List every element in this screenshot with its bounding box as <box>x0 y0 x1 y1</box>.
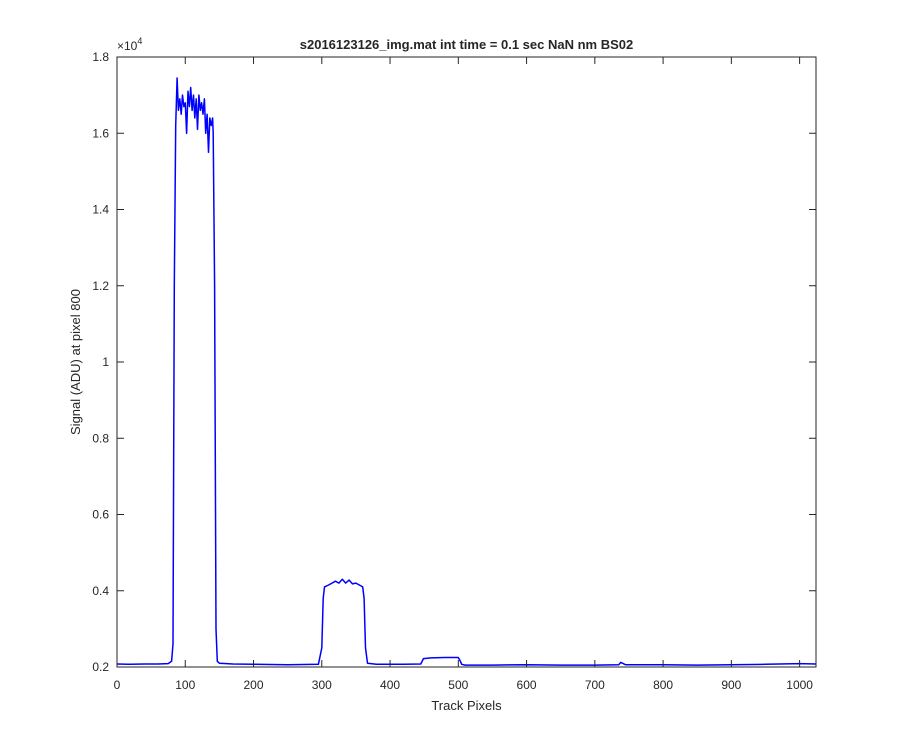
y-tick-label: 1.2 <box>92 279 109 293</box>
x-tick-label: 900 <box>721 678 741 692</box>
x-tick-label: 700 <box>585 678 605 692</box>
x-tick-label: 500 <box>448 678 468 692</box>
chart-title: s2016123126_img.mat int time = 0.1 sec N… <box>300 37 634 52</box>
y-tick-label: 1 <box>102 355 109 369</box>
x-tick-label: 0 <box>114 678 121 692</box>
x-tick-label: 100 <box>175 678 195 692</box>
x-tick-label: 800 <box>653 678 673 692</box>
y-tick-label: 1.4 <box>92 203 109 217</box>
x-tick-label: 600 <box>517 678 537 692</box>
ticks-layer: 0 100 200 300 400 500 600 700 800 900 1000 0.2 0.4 0.… <box>92 50 816 692</box>
y-tick-label: 0.6 <box>92 508 109 522</box>
y-tick-label: 1.6 <box>92 126 109 140</box>
plot-frame <box>116 56 817 668</box>
y-tick-label: 0.8 <box>92 431 109 445</box>
y-exponent-power: 4 <box>137 36 142 46</box>
plot-area <box>117 57 816 667</box>
y-tick-label: 0.2 <box>92 660 109 674</box>
y-tick-label: 1.8 <box>92 50 109 64</box>
series-line <box>116 77 817 666</box>
y-exponent-label: ×104 <box>117 36 142 53</box>
y-axis-label: Signal (ADU) at pixel 800 <box>68 289 83 435</box>
series-layer <box>116 77 817 666</box>
x-axis-label: Track Pixels <box>431 698 502 713</box>
x-tick-label: 300 <box>312 678 332 692</box>
y-tick-label: 0.4 <box>92 584 109 598</box>
y-exponent-base: ×10 <box>117 39 138 53</box>
x-tick-label: 200 <box>244 678 264 692</box>
x-tick-label: 1000 <box>786 678 813 692</box>
x-tick-label: 400 <box>380 678 400 692</box>
